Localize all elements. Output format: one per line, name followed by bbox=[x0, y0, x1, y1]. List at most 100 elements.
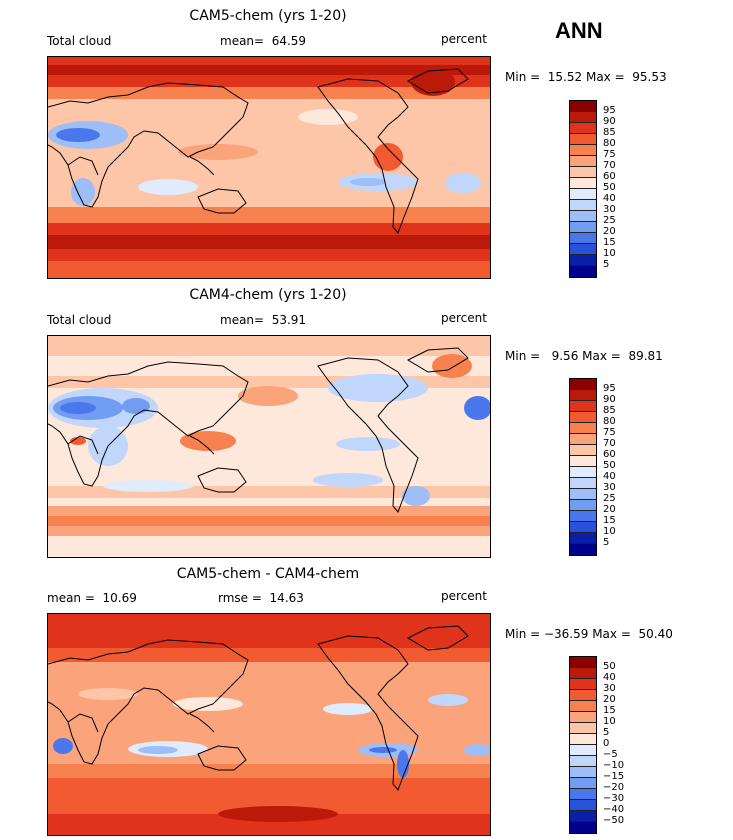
colorbar-swatch bbox=[570, 723, 596, 734]
panel1-minmax: Min = 15.52 Max = 95.53 bbox=[505, 70, 667, 84]
panel1-mean: mean= 64.59 bbox=[220, 34, 307, 48]
colorbar-swatch bbox=[570, 178, 596, 189]
colorbar-label: 50 bbox=[603, 182, 616, 193]
colorbar-swatch bbox=[570, 167, 596, 178]
panel2-units: percent bbox=[441, 311, 487, 325]
colorbar-label: 25 bbox=[603, 215, 616, 226]
colorbar-swatch bbox=[570, 255, 596, 266]
colorbar-label: 85 bbox=[603, 127, 616, 138]
colorbar-label: 60 bbox=[603, 171, 616, 182]
colorbar-label: 80 bbox=[603, 416, 616, 427]
colorbar-swatch bbox=[570, 244, 596, 255]
colorbar-swatch bbox=[570, 156, 596, 167]
colorbar-swatch bbox=[570, 478, 596, 489]
colorbar-swatch bbox=[570, 412, 596, 423]
colorbar-swatch bbox=[570, 511, 596, 522]
colorbar-swatch bbox=[570, 434, 596, 445]
colorbar-swatch bbox=[570, 668, 596, 679]
colorbar-label: 30 bbox=[603, 482, 616, 493]
colorbar-swatch bbox=[570, 390, 596, 401]
colorbar-label: 30 bbox=[603, 683, 616, 694]
panel2-field-label: Total cloud bbox=[47, 313, 112, 327]
colorbar-label: 30 bbox=[603, 204, 616, 215]
colorbar-label: 80 bbox=[603, 138, 616, 149]
colorbar-label: 75 bbox=[603, 427, 616, 438]
colorbar-label: 95 bbox=[603, 105, 616, 116]
colorbar-swatch bbox=[570, 233, 596, 244]
colorbar-swatch bbox=[570, 690, 596, 701]
panel1-colorbar bbox=[569, 100, 597, 278]
colorbar-swatch bbox=[570, 112, 596, 123]
colorbar-label: 25 bbox=[603, 493, 616, 504]
colorbar-label: 90 bbox=[603, 116, 616, 127]
colorbar-label: −20 bbox=[603, 782, 625, 793]
colorbar-swatch bbox=[570, 423, 596, 434]
colorbar-label: −10 bbox=[603, 760, 625, 771]
colorbar-label: 40 bbox=[603, 471, 616, 482]
colorbar-label: 10 bbox=[603, 716, 616, 727]
colorbar-label: −40 bbox=[603, 804, 625, 815]
season-label: ANN bbox=[555, 18, 603, 43]
panel3-colorbar-cells bbox=[570, 657, 596, 833]
panel1-title: CAM5-chem (yrs 1-20) bbox=[189, 8, 347, 24]
panel2-colorbar bbox=[569, 378, 597, 556]
colorbar-swatch bbox=[570, 544, 596, 555]
colorbar-label: 50 bbox=[603, 460, 616, 471]
colorbar-label: 70 bbox=[603, 160, 616, 171]
colorbar-label: 20 bbox=[603, 694, 616, 705]
colorbar-swatch bbox=[570, 822, 596, 833]
colorbar-swatch bbox=[570, 767, 596, 778]
colorbar-label: 75 bbox=[603, 149, 616, 160]
colorbar-label: 5 bbox=[603, 537, 610, 548]
colorbar-label: 15 bbox=[603, 705, 616, 716]
colorbar-swatch bbox=[570, 500, 596, 511]
panel2-colorbar-cells bbox=[570, 379, 596, 555]
colorbar-swatch bbox=[570, 489, 596, 500]
colorbar-swatch bbox=[570, 145, 596, 156]
colorbar-label: −15 bbox=[603, 771, 625, 782]
panel1-map bbox=[47, 56, 491, 279]
panel2-map bbox=[47, 335, 491, 558]
colorbar-swatch bbox=[570, 811, 596, 822]
colorbar-swatch bbox=[570, 522, 596, 533]
colorbar-swatch bbox=[570, 679, 596, 690]
colorbar-label: 5 bbox=[603, 727, 610, 738]
panel1-field-label: Total cloud bbox=[47, 34, 112, 48]
colorbar-swatch bbox=[570, 189, 596, 200]
colorbar-label: 50 bbox=[603, 661, 616, 672]
colorbar-swatch bbox=[570, 379, 596, 390]
colorbar-swatch bbox=[570, 756, 596, 767]
panel3-title: CAM5-chem - CAM4-chem bbox=[176, 566, 360, 582]
colorbar-label: 95 bbox=[603, 383, 616, 394]
panel3-colorbar bbox=[569, 656, 597, 834]
colorbar-label: 90 bbox=[603, 394, 616, 405]
panel3-map bbox=[47, 613, 491, 836]
colorbar-label: −30 bbox=[603, 793, 625, 804]
colorbar-swatch bbox=[570, 712, 596, 723]
colorbar-swatch bbox=[570, 123, 596, 134]
colorbar-label: 70 bbox=[603, 438, 616, 449]
panel3-mean: mean = 10.69 bbox=[47, 591, 137, 605]
colorbar-label: 85 bbox=[603, 405, 616, 416]
colorbar-swatch bbox=[570, 789, 596, 800]
colorbar-label: −5 bbox=[603, 749, 618, 760]
colorbar-swatch bbox=[570, 456, 596, 467]
colorbar-swatch bbox=[570, 533, 596, 544]
colorbar-swatch bbox=[570, 211, 596, 222]
panel3-rmse: rmse = 14.63 bbox=[218, 591, 304, 605]
colorbar-swatch bbox=[570, 401, 596, 412]
panel2-mean: mean= 53.91 bbox=[220, 313, 307, 327]
colorbar-swatch bbox=[570, 445, 596, 456]
colorbar-label: −50 bbox=[603, 815, 625, 826]
panel1-colorbar-cells bbox=[570, 101, 596, 277]
colorbar-swatch bbox=[570, 701, 596, 712]
colorbar-swatch bbox=[570, 467, 596, 478]
colorbar-swatch bbox=[570, 778, 596, 789]
panel3-minmax: Min = −36.59 Max = 50.40 bbox=[505, 627, 673, 641]
colorbar-label: 20 bbox=[603, 226, 616, 237]
colorbar-label: 5 bbox=[603, 259, 610, 270]
colorbar-label: 15 bbox=[603, 515, 616, 526]
colorbar-label: 60 bbox=[603, 449, 616, 460]
colorbar-label: 40 bbox=[603, 672, 616, 683]
colorbar-swatch bbox=[570, 222, 596, 233]
